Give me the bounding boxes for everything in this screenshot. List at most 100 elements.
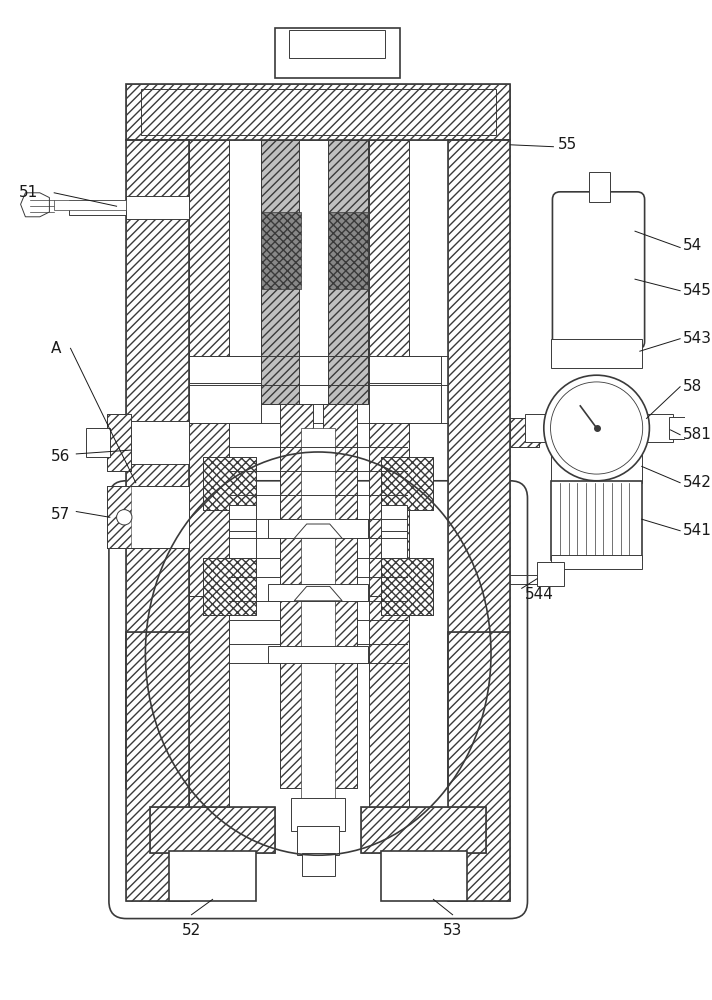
Bar <box>107 486 189 548</box>
Text: A: A <box>51 341 62 356</box>
Text: 544: 544 <box>525 587 553 602</box>
Bar <box>126 140 189 788</box>
Bar <box>369 383 441 423</box>
FancyBboxPatch shape <box>109 481 528 919</box>
Polygon shape <box>294 524 342 538</box>
Bar <box>203 457 256 510</box>
Bar <box>525 414 552 442</box>
Text: 58: 58 <box>683 379 702 394</box>
Bar <box>381 457 434 510</box>
Bar <box>68 200 126 215</box>
Bar <box>328 140 368 404</box>
Bar <box>302 853 335 876</box>
Bar <box>381 505 407 534</box>
Bar <box>229 531 256 558</box>
Bar <box>381 457 434 510</box>
Bar <box>381 851 467 901</box>
Bar <box>381 531 407 558</box>
Bar <box>189 596 229 807</box>
Bar <box>126 84 511 140</box>
Bar <box>589 172 610 202</box>
Circle shape <box>117 510 132 525</box>
Bar <box>362 807 486 853</box>
Bar <box>54 200 126 210</box>
Bar <box>189 140 229 596</box>
Bar <box>369 356 441 385</box>
Bar <box>275 28 400 78</box>
Text: 53: 53 <box>443 923 462 938</box>
Bar <box>150 807 275 853</box>
Bar <box>107 414 131 471</box>
Bar <box>131 421 189 464</box>
Bar <box>189 140 229 596</box>
Bar <box>203 558 256 615</box>
Bar <box>669 417 686 439</box>
Bar <box>511 418 539 447</box>
Bar <box>189 356 261 385</box>
Bar <box>169 851 256 901</box>
Text: 57: 57 <box>51 507 70 522</box>
Bar <box>86 428 110 457</box>
Bar <box>126 140 189 788</box>
Bar <box>369 140 409 596</box>
Bar <box>203 457 256 510</box>
Bar <box>189 383 261 423</box>
Text: 542: 542 <box>683 475 712 490</box>
Bar <box>140 89 496 135</box>
Text: 545: 545 <box>683 283 712 298</box>
Text: 54: 54 <box>683 238 702 253</box>
Bar <box>511 418 539 447</box>
Bar <box>297 826 340 855</box>
Bar <box>381 558 434 615</box>
Bar <box>280 404 313 788</box>
Bar <box>323 404 357 788</box>
Bar <box>107 486 131 548</box>
Bar <box>261 212 301 289</box>
Bar <box>289 30 385 58</box>
Bar <box>323 404 357 788</box>
Bar <box>537 562 564 586</box>
Text: 56: 56 <box>51 449 70 464</box>
Bar <box>301 428 335 802</box>
Bar <box>448 140 511 788</box>
Bar <box>448 140 511 788</box>
Bar <box>126 632 189 901</box>
Bar <box>268 584 368 601</box>
Bar <box>328 140 368 404</box>
Bar <box>280 404 313 788</box>
Text: 581: 581 <box>683 427 712 442</box>
Bar <box>550 555 642 569</box>
Text: 543: 543 <box>683 331 712 346</box>
Bar <box>107 486 189 548</box>
Bar <box>369 596 409 807</box>
Bar <box>189 596 229 807</box>
Polygon shape <box>294 586 342 601</box>
Bar <box>550 481 642 560</box>
Bar <box>261 140 301 404</box>
Bar <box>229 505 256 534</box>
Bar <box>362 807 486 853</box>
Bar <box>291 798 345 831</box>
Bar <box>550 339 642 368</box>
Bar <box>126 196 189 219</box>
Bar <box>299 140 328 404</box>
Bar <box>646 414 674 442</box>
Circle shape <box>550 382 643 474</box>
Bar <box>203 558 256 615</box>
Bar <box>369 140 409 596</box>
Bar <box>511 418 539 447</box>
Circle shape <box>544 375 649 481</box>
FancyBboxPatch shape <box>553 192 644 349</box>
Bar <box>550 449 642 483</box>
Polygon shape <box>21 193 49 217</box>
Text: 541: 541 <box>683 523 712 538</box>
Bar <box>369 596 409 807</box>
Text: 52: 52 <box>182 923 201 938</box>
Bar <box>448 632 511 901</box>
Bar <box>328 212 368 289</box>
Bar <box>107 414 131 471</box>
Bar <box>268 519 368 538</box>
Bar <box>448 632 511 901</box>
Text: 55: 55 <box>558 137 577 152</box>
Bar <box>261 140 301 404</box>
